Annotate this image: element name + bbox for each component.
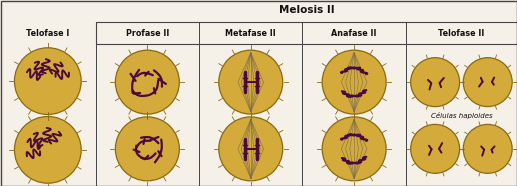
Ellipse shape xyxy=(14,116,81,183)
Text: Profase II: Profase II xyxy=(126,28,169,38)
Text: Anafase II: Anafase II xyxy=(331,28,377,38)
Text: Telofase II: Telofase II xyxy=(438,28,484,38)
Text: Telofase I: Telofase I xyxy=(26,28,69,38)
Ellipse shape xyxy=(14,48,81,115)
Ellipse shape xyxy=(463,58,512,107)
Ellipse shape xyxy=(219,117,283,181)
Ellipse shape xyxy=(322,50,386,114)
Ellipse shape xyxy=(115,50,179,114)
Ellipse shape xyxy=(463,124,512,173)
Bar xyxy=(96,22,517,44)
Ellipse shape xyxy=(410,58,460,107)
Ellipse shape xyxy=(115,117,179,181)
Text: Melosis II: Melosis II xyxy=(279,5,334,15)
Text: Metafase II: Metafase II xyxy=(225,28,276,38)
Ellipse shape xyxy=(410,124,460,173)
Ellipse shape xyxy=(219,50,283,114)
Text: Células haploides: Células haploides xyxy=(431,112,492,119)
Ellipse shape xyxy=(322,117,386,181)
